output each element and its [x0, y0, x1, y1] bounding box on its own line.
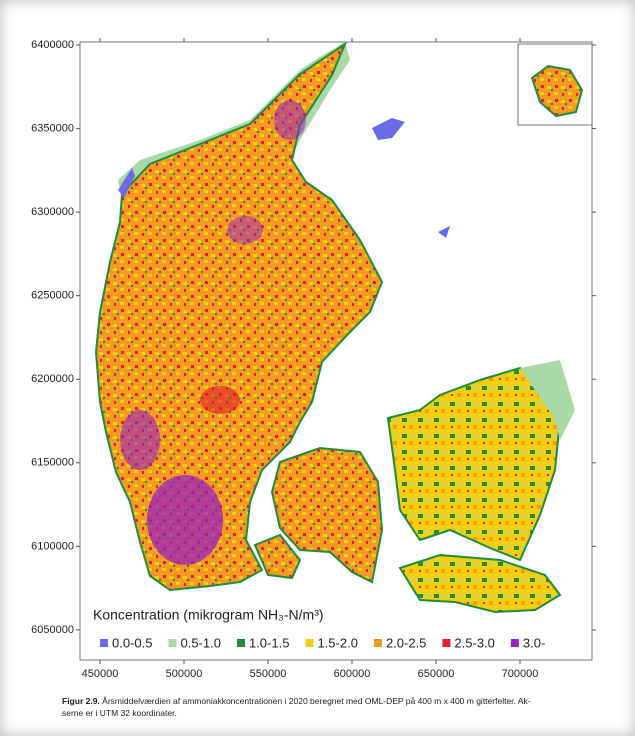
legend-swatch — [510, 639, 519, 647]
y-tick-label: 6350000 — [31, 122, 74, 134]
x-tick-label: 450000 — [82, 668, 119, 680]
y-tick-label: 6400000 — [31, 39, 74, 51]
legend-label: 3.0- — [523, 635, 545, 650]
legend-swatch — [305, 639, 314, 647]
legend-label: 0.5-1.0 — [180, 635, 220, 650]
y-tick-label: 6250000 — [31, 290, 74, 302]
x-tick-label: 700000 — [502, 668, 539, 680]
legend-swatch — [168, 639, 177, 647]
y-tick-label: 6150000 — [31, 457, 74, 469]
y-tick-label: 6050000 — [31, 624, 74, 636]
legend-label: 2.5-3.0 — [454, 635, 494, 650]
legend-label: 1.0-1.5 — [249, 635, 289, 650]
land — [94, 41, 593, 614]
caption-label: Figur 2.9. — [62, 696, 100, 706]
x-tick-label: 600000 — [334, 668, 371, 680]
chart: Koncentration (mikrogram NH₃-N/m³) 0.0-0… — [31, 38, 596, 680]
legend-swatch — [373, 639, 382, 647]
caption-line: Årsmiddelværdien af ammoniakkoncentratio… — [102, 696, 531, 706]
y-tick-label: 6300000 — [31, 206, 74, 218]
legend-label: 0.0-0.5 — [112, 635, 152, 650]
legend-swatch — [442, 639, 451, 647]
y-tick-label: 6200000 — [31, 373, 74, 385]
legend: Koncentration (mikrogram NH₃-N/m³) 0.0-0… — [93, 607, 545, 651]
legend-label: 2.0-2.5 — [386, 635, 426, 650]
y-tick-label: 6100000 — [31, 540, 74, 552]
legend-title: Koncentration (mikrogram NH₃-N/m³) — [93, 607, 324, 623]
x-tick-label: 500000 — [166, 668, 203, 680]
x-tick-label: 550000 — [250, 668, 287, 680]
caption-line: serne er i UTM 32 koordinater. — [62, 708, 177, 718]
legend-label: 1.5-2.0 — [317, 635, 357, 650]
legend-swatch — [236, 639, 245, 647]
legend-swatch — [100, 639, 108, 647]
x-tick-label: 650000 — [418, 668, 455, 680]
caption: Figur 2.9. Årsmiddelværdien af ammoniakk… — [62, 695, 602, 719]
